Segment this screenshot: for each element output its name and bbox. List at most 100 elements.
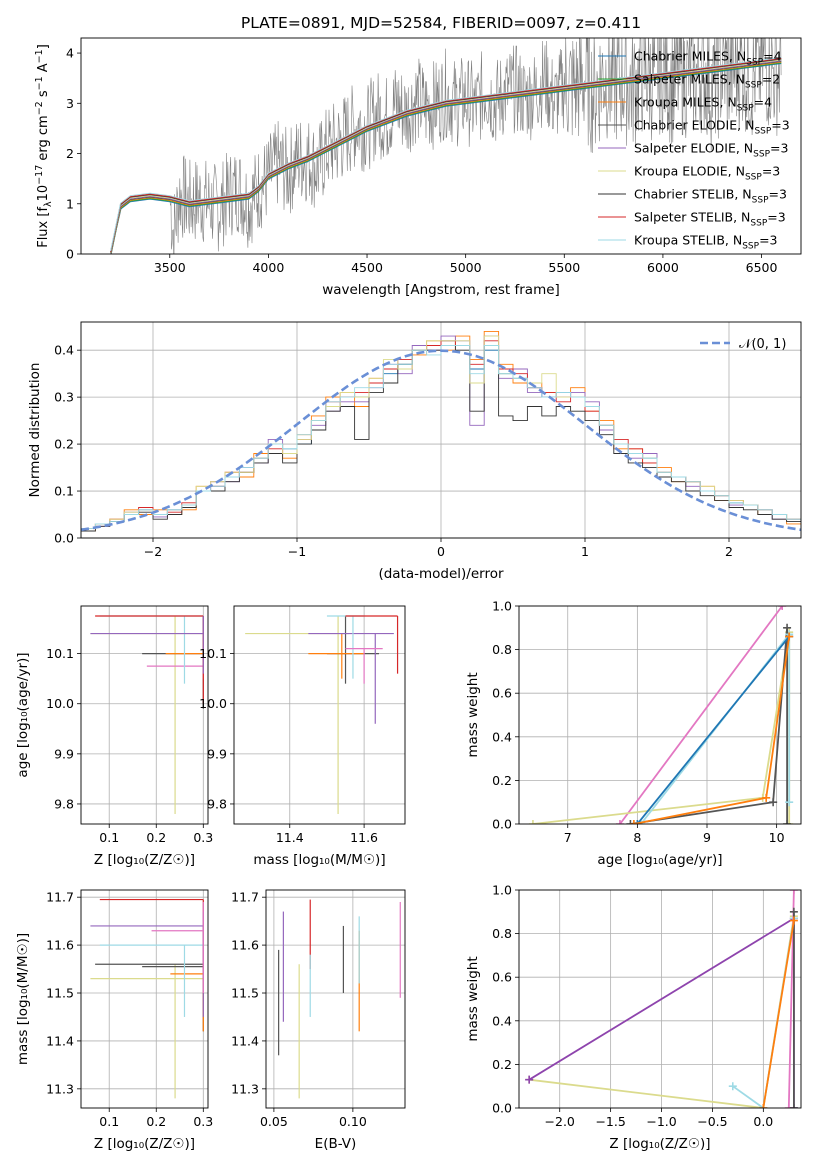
y-label-part: erg cm <box>36 115 51 164</box>
y-tick-label: 11.3 <box>231 1081 259 1096</box>
x-tick-label: 7 <box>564 830 572 845</box>
spectrum-plot <box>110 38 782 254</box>
x-tick-label: −2.0 <box>545 1114 575 1129</box>
y-tick-label: 11.5 <box>231 986 259 1001</box>
legend-name: Salpeter ELODIE, N <box>634 141 753 156</box>
legend-name: Kroupa ELODIE, N <box>634 164 745 179</box>
x-tick-label: 4500 <box>351 260 383 275</box>
weight-line-4 <box>636 635 790 824</box>
x-tick-label: 5000 <box>450 260 482 275</box>
weight-marker-3 <box>789 890 798 894</box>
weight-marker-2 <box>783 820 792 824</box>
y-tick-label: 9.9 <box>54 746 74 761</box>
axes-frame <box>80 37 802 255</box>
legend-count: =3 <box>759 233 777 248</box>
weight-vs-Z-plot <box>525 890 798 1108</box>
x-axis-label: Z [log₁₀(Z/Z☉)] <box>94 1136 195 1152</box>
x-axis-label: Z [log₁₀(Z/Z☉)] <box>94 852 195 868</box>
x-tick-label: 0 <box>437 544 445 559</box>
y-axis-label: mass [log₁₀(M/M☉)] <box>15 933 31 1065</box>
weight-vs-Z-panel: −2.0 −1.5 −1.0 −0.5 0.0 0.0 0.2 0.4 0.6 0.8 1.0 Z [… <box>465 883 802 1152</box>
x-tick-label: 0.2 <box>146 1114 166 1129</box>
legend-count: =2 <box>762 72 780 87</box>
model-line-3 <box>110 60 782 254</box>
y-tick-label: 10.0 <box>46 696 74 711</box>
mass-vs-Z-panel: 0.1 0.2 0.3 11.3 11.4 11.5 11.6 11.7 Z [log₁₀(Z/… <box>15 889 213 1152</box>
legend-entry: 𝒩(0, 1) <box>739 337 786 352</box>
y-tick-label: 1 <box>66 196 74 211</box>
x-tick-label: 0.1 <box>99 830 119 845</box>
legend-sub: SSP <box>745 81 762 91</box>
y-axis-label: Normed distribution <box>27 363 43 498</box>
weight-marker-5 <box>759 1104 768 1108</box>
y-tick-label: 9.8 <box>207 796 227 811</box>
weight-vs-age-panel: 7 8 9 10 0.0 0.2 0.4 0.6 0.8 1.0 age [log₁₀(age/yr… <box>465 599 802 868</box>
x-tick-label: 2 <box>725 544 733 559</box>
y-tick-label: 11.6 <box>46 938 74 953</box>
y-tick-label: 0.0 <box>492 817 512 832</box>
model-line-5 <box>110 59 782 254</box>
y-label-part: Flux [f <box>36 207 51 248</box>
x-tick-label: 0.3 <box>193 830 213 845</box>
legend-name: Chabrier STELIB, N <box>634 187 752 202</box>
y-label-part: −2 <box>34 101 45 115</box>
x-tick-label: −1 <box>288 544 306 559</box>
legend-name: Kroupa STELIB, N <box>634 233 742 248</box>
weight-marker-5 <box>629 820 638 824</box>
x-tick-label: −1.5 <box>595 1114 625 1129</box>
y-tick-label: 9.9 <box>207 746 227 761</box>
y-tick-label: 11.6 <box>231 938 259 953</box>
histogram-plot <box>81 330 801 538</box>
residuals-panel: −2 −1 0 1 2 0.0 0.1 0.2 0.3 0.4 (data-model)/error… <box>27 321 802 582</box>
y-tick-label: 0.6 <box>492 970 512 985</box>
y-axis-label: mass weight <box>465 672 481 757</box>
x-axis-label: Z [log₁₀(Z/Z☉)] <box>609 1136 710 1152</box>
weight-marker-5 <box>789 916 798 925</box>
age-vs-Z-panel: 0.1 0.2 0.3 9.8 9.9 10.0 10.1 Z [log₁₀(Z/Z☉)] ag… <box>15 605 213 868</box>
legend-name: Chabrier ELODIE, N <box>634 118 754 133</box>
age-vs-mass-plot <box>245 615 399 814</box>
x-tick-label: 0.05 <box>260 1114 288 1129</box>
weight-marker-5 <box>785 632 794 641</box>
weight-marker-2 <box>626 820 635 824</box>
x-tick-label: 8 <box>633 830 641 845</box>
model-line-0 <box>110 63 782 254</box>
y-tick-label: 10.0 <box>199 696 227 711</box>
y-tick-label: 0.0 <box>54 531 74 546</box>
y-tick-label: 9.8 <box>54 796 74 811</box>
legend-sub: SSP <box>742 242 759 252</box>
y-tick-label: 0.4 <box>492 729 512 744</box>
weight-marker-2 <box>783 623 792 632</box>
y-label-part: −1 <box>34 76 45 90</box>
weight-marker-3 <box>784 1104 793 1108</box>
x-axis-label: mass [log₁₀(M/M☉)] <box>253 852 385 868</box>
x-tick-label: −1.0 <box>646 1114 676 1129</box>
y-tick-label: 4 <box>66 46 74 61</box>
y-tick-label: 10.1 <box>199 646 227 661</box>
legend-entry: Chabrier ELODIE, NSSP=3 <box>634 118 790 137</box>
y-tick-label: 0.3 <box>54 390 74 405</box>
x-tick-label: −0.5 <box>697 1114 727 1129</box>
y-tick-label: 0.6 <box>492 686 512 701</box>
y-tick-label: 0.2 <box>492 773 512 788</box>
y-label-part: λ <box>43 201 54 207</box>
legend-name: Salpeter STELIB, N <box>634 210 750 225</box>
x-tick-label: −2 <box>144 544 162 559</box>
y-tick-label: 0.1 <box>54 484 74 499</box>
axes-frame <box>518 605 802 825</box>
y-axis-label: mass weight <box>465 956 481 1041</box>
spectrum-panel: 3500 4000 4500 5000 5500 6000 6500 0 1 2 3 4 PLATE=0… <box>34 14 802 298</box>
chart-title: PLATE=0891, MJD=52584, FIBERID=0097, z=0… <box>241 14 641 32</box>
x-tick-label: 6500 <box>746 260 778 275</box>
weight-marker-3 <box>636 820 645 824</box>
y-label-part: ] <box>36 44 51 49</box>
weight-marker-1 <box>528 820 537 824</box>
x-tick-label: 3500 <box>154 260 186 275</box>
y-label-part: −17 <box>34 165 45 185</box>
legend-sub: SSP <box>752 196 769 206</box>
x-tick-label: 11.4 <box>276 830 304 845</box>
weight-marker-4 <box>633 820 642 824</box>
y-tick-label: 3 <box>66 96 74 111</box>
y-tick-label: 0.8 <box>492 642 512 657</box>
